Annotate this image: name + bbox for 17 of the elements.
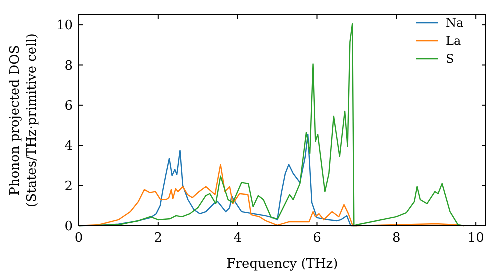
- x-tick-label: 0: [74, 231, 84, 246]
- x-axis-title: Frequency (THz): [226, 257, 338, 272]
- y-tick-label: 4: [64, 139, 73, 154]
- x-tick-label: 2: [154, 231, 163, 246]
- y-tick-label: 2: [64, 179, 73, 194]
- y-tick-label: 6: [64, 98, 73, 114]
- x-tick-label: 8: [392, 231, 401, 246]
- legend-label: Na: [446, 16, 464, 30]
- y-tick-label: 10: [56, 18, 73, 34]
- y-axis-title: Phonon projected DOS (States/THz·primitive cell): [8, 33, 40, 208]
- y-tick-label: 0: [64, 220, 73, 235]
- legend-label: S: [446, 52, 454, 66]
- y-tick-label: 8: [64, 58, 73, 74]
- x-tick-label: 10: [468, 231, 484, 246]
- legend-label: La: [446, 34, 462, 48]
- x-tick-label: 4: [234, 231, 242, 246]
- x-tick-label: 6: [313, 231, 322, 246]
